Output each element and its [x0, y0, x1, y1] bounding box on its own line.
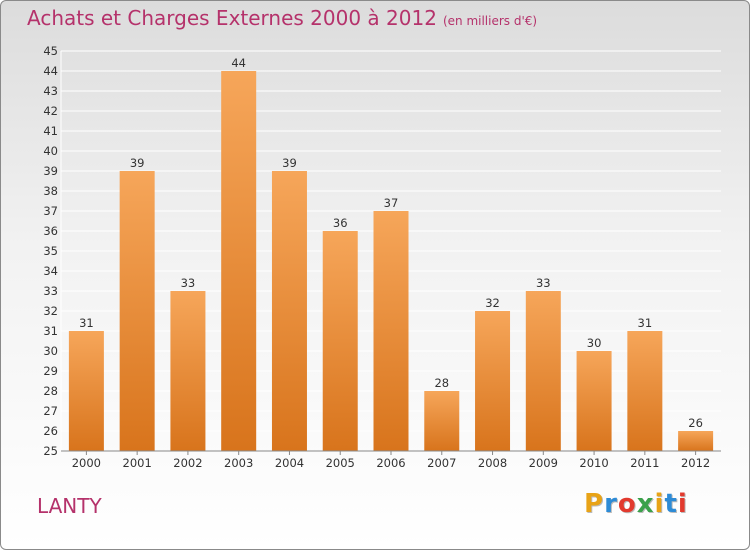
y-tick-label: 38	[43, 184, 58, 198]
logo-letter: P	[584, 489, 605, 519]
x-tick-label: 2003	[224, 456, 253, 470]
y-tick-label: 31	[43, 324, 58, 338]
y-tick-label: 33	[43, 284, 58, 298]
x-tick-label: 2007	[427, 456, 456, 470]
x-tick-label: 2012	[681, 456, 710, 470]
y-tick-label: 39	[43, 164, 58, 178]
y-tick-label: 30	[43, 344, 58, 358]
y-tick-label: 29	[43, 364, 58, 378]
bar	[525, 291, 561, 451]
bar	[576, 351, 612, 451]
data-label: 33	[181, 276, 196, 290]
data-label: 28	[434, 376, 449, 390]
chart-subtitle: (en milliers d'€)	[442, 14, 538, 28]
x-axis: 2000 2001 2002 2003 2004 2005 2006 2007 2008 2009…	[61, 450, 721, 470]
brand-logo: Proxiti	[584, 489, 688, 519]
y-tick-label: 43	[43, 84, 58, 98]
y-tick-label: 42	[43, 104, 58, 118]
y-tick-label: 36	[43, 224, 58, 238]
y-tick-label: 41	[43, 124, 58, 138]
data-label: 32	[485, 296, 500, 310]
logo-letter: t	[664, 489, 678, 519]
bar	[678, 431, 714, 451]
data-label: 30	[587, 336, 602, 350]
bar	[68, 331, 104, 451]
data-label: 44	[231, 56, 246, 70]
data-label: 39	[282, 156, 297, 170]
data-label: 33	[536, 276, 551, 290]
logo-letter: i	[677, 489, 688, 519]
bar	[221, 71, 257, 451]
x-tick-label: 2006	[376, 456, 405, 470]
bars	[68, 71, 714, 451]
x-tick-label: 2000	[72, 456, 101, 470]
x-tick-label: 2005	[326, 456, 355, 470]
bar	[475, 311, 511, 451]
place-name: LANTY	[37, 494, 102, 518]
data-label: 36	[333, 216, 348, 230]
y-tick-label: 35	[43, 244, 58, 258]
logo-letter: r	[604, 489, 618, 519]
bar	[322, 231, 358, 451]
bar	[271, 171, 307, 451]
bar	[627, 331, 663, 451]
data-labels: 31 39 33 44 39 36 37 28 32 33 30 31 26	[79, 56, 703, 430]
x-tick-label: 2010	[579, 456, 608, 470]
y-axis: 25 26 27 28 29 30 31 32 33 34 35 36 37 38 39 40 41 42 43 44…	[43, 44, 58, 458]
y-tick-label: 25	[43, 444, 58, 458]
y-tick-label: 40	[43, 144, 58, 158]
bar	[424, 391, 460, 451]
y-tick-label: 28	[43, 384, 58, 398]
x-tick-label: 2008	[478, 456, 507, 470]
data-label: 26	[688, 416, 703, 430]
x-tick-label: 2002	[173, 456, 202, 470]
x-tick-label: 2009	[529, 456, 558, 470]
logo-letter: x	[636, 489, 655, 519]
title-text: Achats et Charges Externes 2000 à 2012	[27, 6, 437, 30]
bar	[373, 211, 409, 451]
data-label: 37	[384, 196, 399, 210]
x-tick-label: 2011	[630, 456, 659, 470]
bar	[170, 291, 206, 451]
data-label: 31	[79, 316, 94, 330]
y-tick-label: 34	[43, 264, 58, 278]
data-label: 31	[638, 316, 653, 330]
y-tick-label: 27	[43, 404, 58, 418]
y-tick-label: 45	[43, 44, 58, 58]
logo-letter: o	[617, 489, 637, 519]
y-tick-label: 37	[43, 204, 58, 218]
x-tick-label: 2004	[275, 456, 304, 470]
x-tick-label: 2001	[123, 456, 152, 470]
bar	[119, 171, 155, 451]
data-label: 39	[130, 156, 145, 170]
y-tick-label: 26	[43, 424, 58, 438]
logo-letter: i	[654, 489, 665, 519]
y-tick-label: 44	[43, 64, 58, 78]
y-tick-label: 32	[43, 304, 58, 318]
chart-title: Achats et Charges Externes 2000 à 2012 (e…	[27, 6, 537, 30]
